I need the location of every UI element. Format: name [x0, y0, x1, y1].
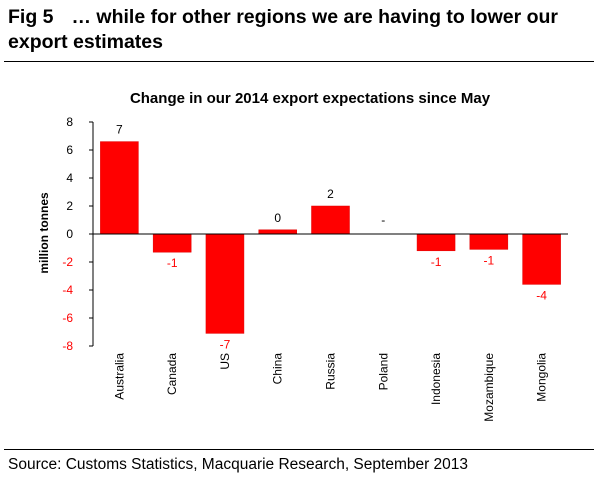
- x-tick-label-canada: Canada: [165, 353, 179, 395]
- x-tick-label-china: China: [271, 353, 285, 385]
- data-label-us: -7: [220, 337, 231, 351]
- bars: [100, 141, 561, 334]
- y-tick-label: 4: [66, 171, 73, 185]
- x-tick-label-mozambique: Mozambique: [482, 353, 496, 422]
- bar-chart: Change in our 2014 export expectations s…: [37, 90, 568, 422]
- x-axis-tick-labels: Australia Canada US China Russia Poland Indone…: [112, 353, 548, 422]
- data-label-mongolia: -4: [536, 288, 547, 302]
- y-axis-ticks: 8 6 4 2 0 -2 -4 -6 -8: [62, 115, 93, 353]
- y-tick-label: 0: [66, 227, 73, 241]
- bar-mongolia: [522, 233, 561, 285]
- bar-indonesia: [416, 233, 456, 252]
- figure-title-text: … while for other regions we are having …: [8, 6, 559, 53]
- bar-china: [258, 229, 297, 235]
- y-tick-label: 8: [66, 115, 73, 129]
- data-label-russia: 2: [327, 187, 334, 201]
- data-labels: 7 -1 -7 0 2 - -1 -1 -4: [116, 123, 547, 352]
- y-axis-label: million tonnes: [37, 192, 51, 274]
- data-label-canada: -1: [167, 256, 178, 270]
- bar-canada: [152, 233, 192, 253]
- y-tick-label: -2: [62, 255, 73, 269]
- data-label-china: 0: [274, 211, 281, 225]
- data-label-poland: -: [381, 213, 385, 227]
- data-label-mozambique: -1: [483, 253, 494, 267]
- x-tick-label-australia: Australia: [112, 353, 126, 400]
- bar-australia: [100, 141, 139, 235]
- x-tick-label-indonesia: Indonesia: [429, 353, 443, 405]
- bar-mozambique: [469, 233, 509, 250]
- chart-title: Change in our 2014 export expectations s…: [130, 90, 491, 107]
- bar-russia: [311, 205, 350, 235]
- data-label-indonesia: -1: [431, 255, 442, 269]
- bar-us: [205, 233, 245, 334]
- y-tick-label: 2: [66, 199, 73, 213]
- x-tick-label-us: US: [218, 353, 232, 370]
- y-tick-label: -8: [62, 339, 73, 353]
- y-tick-label: -4: [62, 283, 73, 297]
- figure-number: Fig 5: [8, 6, 54, 28]
- title-divider: [4, 61, 594, 62]
- data-label-australia: 7: [116, 123, 123, 137]
- y-tick-label: 6: [66, 143, 73, 157]
- source-note: Source: Customs Statistics, Macquarie Re…: [8, 456, 469, 473]
- x-tick-label-poland: Poland: [376, 353, 390, 390]
- x-tick-label-russia: Russia: [324, 353, 338, 390]
- x-tick-label-mongolia: Mongolia: [535, 353, 549, 402]
- y-tick-label: -6: [62, 311, 73, 325]
- source-divider: [4, 449, 594, 450]
- figure-title: Fig 5… while for other regions we are ha…: [8, 5, 592, 55]
